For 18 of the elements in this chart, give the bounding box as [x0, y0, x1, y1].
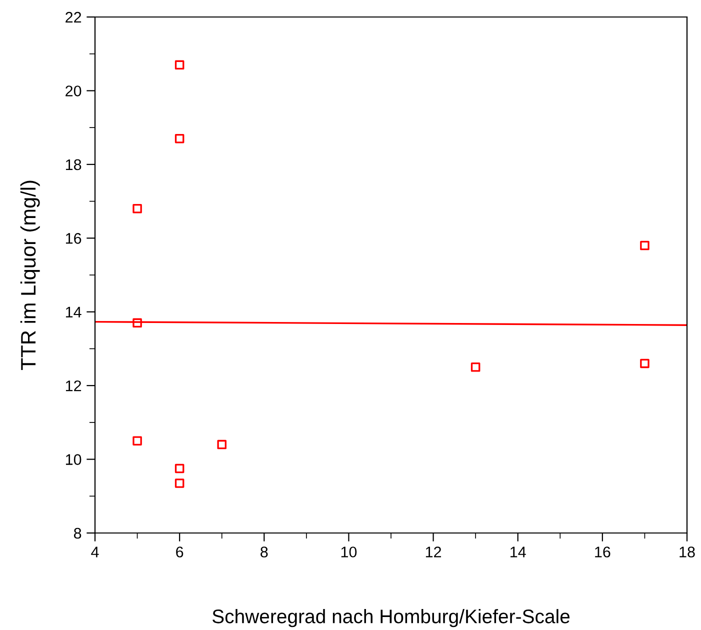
y-tick-label: 22	[66, 12, 82, 23]
x-tick-label: 4	[91, 546, 99, 558]
y-tick-label: 12	[66, 380, 82, 392]
x-axis-title: Schweregrad nach Homburg/Kiefer-Scale	[212, 609, 570, 628]
y-tick-label: 18	[66, 159, 82, 170]
y-axis-title: TTR im Liquor (mg/l)	[20, 180, 40, 370]
x-tick-label: 6	[176, 546, 184, 558]
y-tick-label: 14	[66, 306, 82, 318]
x-tick-label: 16	[595, 546, 610, 558]
x-tick-label: 8	[260, 546, 268, 558]
y-tick-label: 16	[66, 233, 82, 244]
x-tick-label: 18	[680, 546, 695, 558]
y-tick-label: 8	[74, 528, 82, 539]
x-tick-label: 12	[426, 546, 442, 558]
y-tick-label: 20	[66, 86, 82, 96]
y-tick-label: 10	[66, 454, 82, 465]
x-tick-label: 10	[341, 546, 357, 558]
x-tick-label: 14	[510, 546, 526, 558]
